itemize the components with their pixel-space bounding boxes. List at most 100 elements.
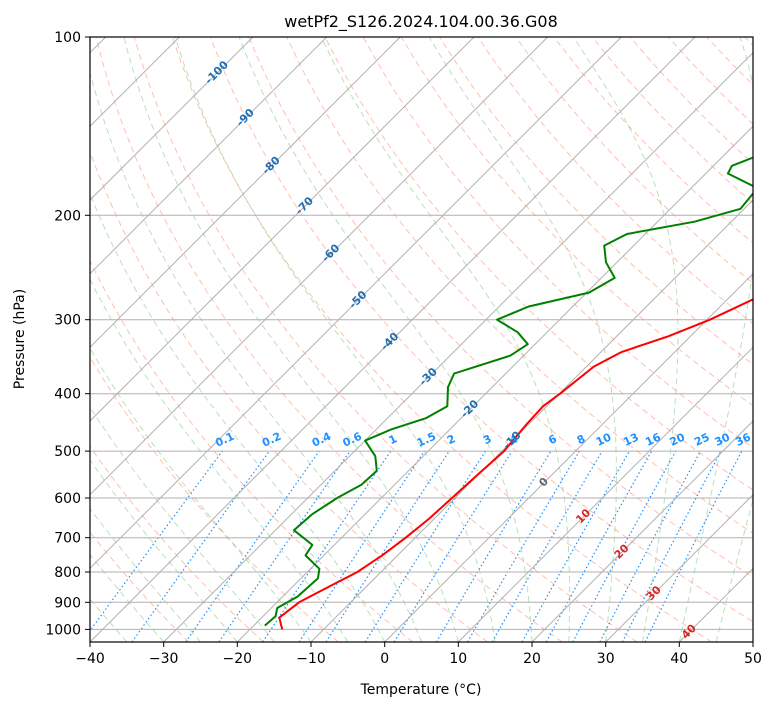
x-tick-label: 0 <box>380 651 389 667</box>
x-tick-label: 40 <box>670 651 688 667</box>
mixing-ratio-line <box>364 450 486 642</box>
isotherm-line <box>90 37 549 496</box>
mixing-ratio-line <box>644 450 743 642</box>
dry-adiabat <box>515 37 753 284</box>
x-tick-label: 10 <box>449 651 467 667</box>
isotherm-line <box>90 37 622 570</box>
dry-adiabat <box>90 150 488 642</box>
x-tick-label: −30 <box>149 651 179 667</box>
dry-adiabat <box>171 37 712 642</box>
isotherm-line <box>163 51 753 642</box>
moist-adiabat <box>90 406 275 642</box>
moist-adiabat <box>90 459 238 642</box>
isotherm-line <box>384 272 753 642</box>
isotherm-line <box>531 420 753 642</box>
mixing-ratio-line <box>545 450 653 642</box>
background-curves <box>90 37 753 642</box>
y-tick-label: 600 <box>54 491 81 507</box>
temperature-line <box>278 298 753 630</box>
x-tick-label: 50 <box>744 651 762 667</box>
mixing-ratio-line <box>90 450 223 632</box>
line-labels: 0.1 0.2 0.4 0.6 1 1.5 2 3 4 6 8 10 13 16 20 25 30 36-100-… <box>202 58 753 642</box>
x-tick-label: 20 <box>523 651 541 667</box>
moist-adiabat <box>428 37 617 642</box>
mixing-ratio-line <box>435 450 552 642</box>
dry-adiabat <box>286 37 753 534</box>
x-tick-label: 30 <box>597 651 615 667</box>
mixing-ratio-line <box>298 450 425 642</box>
dry-adiabat <box>90 356 339 642</box>
isotherm-line <box>310 199 753 642</box>
isotherm-line <box>457 346 753 642</box>
moist-adiabat <box>752 640 753 642</box>
mixing-ratio-label: 0.4 <box>310 430 333 450</box>
moist-adiabat <box>90 507 201 642</box>
dewpoint-line <box>264 156 753 627</box>
mixing-ratio-label: 0.2 <box>260 430 283 450</box>
y-tick-label: 200 <box>54 208 81 224</box>
mixing-ratio-label: 0.6 <box>341 430 364 450</box>
mixing-ratio-label: 36 <box>733 430 753 448</box>
mixing-ratio-line <box>466 450 580 642</box>
mixing-ratio-label: 0.1 <box>213 430 236 450</box>
moist-adiabat <box>320 37 571 642</box>
mixing-ratio-label: 13 <box>621 431 640 449</box>
isotherm-line <box>90 37 401 349</box>
isotherm-line <box>678 567 753 642</box>
sounding-traces <box>264 156 753 630</box>
y-axis-ticks: 100 200 300 400 500 600 700 800 900 1000 <box>45 30 90 638</box>
mixing-ratio-line <box>572 450 677 642</box>
y-tick-label: 300 <box>54 313 81 329</box>
dry-adiabat <box>553 37 753 244</box>
dry-adiabat <box>95 37 563 642</box>
x-axis-ticks: −40 −30 −20 −10 0 10 20 30 40 50 <box>75 642 762 667</box>
dry-adiabat <box>668 37 753 125</box>
dry-adiabat <box>133 37 638 642</box>
moist-adiabat <box>174 37 496 642</box>
x-tick-label: −40 <box>75 651 105 667</box>
mixing-ratio-label: 3 <box>481 432 493 447</box>
mixing-ratio-line <box>325 450 450 642</box>
isotherm-line <box>236 125 753 642</box>
moist-adiabat <box>90 278 349 642</box>
y-tick-label: 1000 <box>45 622 81 638</box>
mixing-ratio-label: 8 <box>575 432 587 447</box>
mixing-ratio-line <box>185 450 320 642</box>
isotherm-line <box>605 493 753 642</box>
mixing-ratio-label: 30 <box>713 430 733 448</box>
mixing-ratio-line <box>521 450 631 642</box>
moist-adiabat <box>90 553 165 642</box>
moist-adiabat <box>678 37 753 642</box>
moist-adiabat <box>123 37 459 642</box>
moist-adiabat <box>90 192 386 642</box>
mixing-ratio-line <box>262 450 392 642</box>
moist-adiabat <box>238 37 533 642</box>
isotherm-line <box>90 37 254 201</box>
isotherm-line <box>752 641 753 642</box>
y-axis-label: Pressure (hPa) <box>12 289 28 389</box>
plot-frame <box>89 36 754 643</box>
mixing-ratio-label: 10 <box>594 430 614 448</box>
dry-adiabat <box>744 37 753 47</box>
grid-lines <box>90 37 753 642</box>
moist-adiabat <box>90 598 128 642</box>
dry-adiabat <box>210 37 753 623</box>
moist-adiabat <box>90 347 312 642</box>
y-tick-label: 700 <box>54 531 81 547</box>
moist-adiabat <box>90 70 422 642</box>
mixing-ratio-label: 2 <box>445 432 457 447</box>
isotherm-label: 0 <box>536 475 551 490</box>
mixing-ratio-label: 6 <box>546 432 559 447</box>
dry-adiabat <box>324 37 753 491</box>
dry-adiabat <box>248 37 753 578</box>
mixing-ratio-line <box>131 450 270 642</box>
mixing-ratio-label: 16 <box>643 430 663 448</box>
isotherm-line <box>90 37 475 422</box>
dry-adiabat <box>706 37 753 86</box>
isotherm-line <box>90 37 696 642</box>
moist-adiabat <box>715 497 753 642</box>
x-tick-label: −10 <box>296 651 326 667</box>
x-axis-label: Temperature (°C) <box>360 682 482 698</box>
dry-adiabat <box>90 445 264 642</box>
